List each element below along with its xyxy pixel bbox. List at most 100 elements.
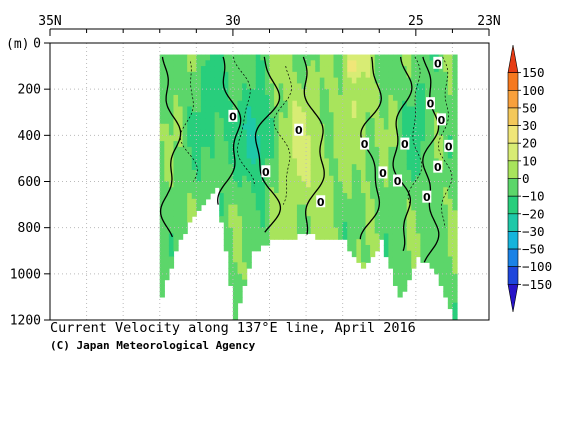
velocity-cell [251,204,257,211]
velocity-cell [251,158,257,165]
velocity-cell [246,135,252,142]
velocity-cell [219,158,225,165]
velocity-cell [255,169,261,177]
velocity-cell [388,193,394,200]
velocity-cell [319,164,325,171]
velocity-cell [219,112,225,119]
velocity-cell [328,106,335,113]
velocity-cell [333,193,339,200]
velocity-cell [232,314,239,320]
velocity-cell [187,118,193,125]
velocity-cell [237,285,243,292]
velocity-cell [342,164,348,171]
velocity-cell [214,100,220,108]
velocity-cell [228,89,234,96]
velocity-cell [402,279,408,286]
velocity-cell [278,198,284,206]
velocity-cell [374,198,380,206]
velocity-cell [296,135,303,142]
velocity-cell [411,71,417,79]
velocity-cell [200,193,207,200]
velocity-cell [255,60,261,67]
velocity-cell [434,89,440,96]
velocity-cell [223,158,229,165]
velocity-cell [283,158,289,165]
velocity-cell [187,135,193,142]
velocity-cell [301,146,307,154]
velocity-cell [196,112,202,119]
velocity-cell [283,198,289,206]
velocity-cell [333,175,339,183]
velocity-cell [196,106,202,113]
velocity-cell [255,244,261,252]
velocity-cell [388,60,394,67]
velocity-cell [164,262,170,269]
velocity-cell [310,54,316,61]
velocity-cell [438,233,444,240]
velocity-cell [411,239,417,246]
velocity-cell [324,129,330,136]
velocity-cell [406,164,412,171]
velocity-cell [443,54,449,61]
velocity-cell [232,210,239,217]
velocity-cell [173,221,179,229]
contour-label-bg [433,160,443,173]
velocity-cell [310,66,316,73]
velocity-cell [360,250,367,258]
contour-label-bg [316,195,326,208]
velocity-cell [328,71,335,79]
velocity-cell [182,193,188,200]
velocity-cell [452,302,458,310]
velocity-cell [223,164,229,171]
velocity-cell [347,54,353,61]
velocity-cell [338,158,344,165]
velocity-cell [306,135,312,142]
velocity-cell [411,175,417,183]
velocity-cell [411,152,417,160]
velocity-cell [187,112,193,119]
velocity-cell [356,106,362,113]
velocity-cell [178,227,184,235]
velocity-cell [292,100,298,108]
velocity-cell [292,193,298,200]
velocity-cell [301,135,307,142]
velocity-cell [246,71,252,79]
velocity-cell [424,181,431,188]
velocity-cell [347,106,353,113]
velocity-cell [219,210,225,217]
velocity-cell [388,158,394,165]
velocity-cell [242,112,248,119]
velocity-cell [301,83,307,90]
velocity-cell [173,210,179,217]
velocity-cell [159,198,165,206]
velocity-cell [264,239,271,246]
velocity-cell [255,83,261,90]
velocity-cell [173,66,179,73]
velocity-cell [406,244,412,252]
velocity-cell [333,198,339,206]
contour-line-negative [273,66,292,205]
velocity-cell [356,135,362,142]
velocity-cell [274,60,280,67]
velocity-cell [388,123,394,131]
velocity-cell [434,123,440,131]
velocity-cell [443,221,449,229]
velocity-cell [347,210,353,217]
velocity-cell [379,198,385,206]
velocity-cell [219,60,225,67]
velocity-cell [159,112,165,119]
velocity-cell [182,210,188,217]
velocity-cell [351,198,357,206]
velocity-cell [315,135,321,142]
velocity-cell [429,198,435,206]
velocity-cell [264,227,271,235]
velocity-cell [296,169,303,177]
velocity-cell [168,123,175,131]
velocity-cell [315,71,321,79]
velocity-cell [443,256,449,263]
velocity-cell [164,112,170,119]
velocity-cell [315,210,321,217]
velocity-cell [434,112,440,119]
velocity-cell [164,233,170,240]
velocity-cell [379,89,385,96]
